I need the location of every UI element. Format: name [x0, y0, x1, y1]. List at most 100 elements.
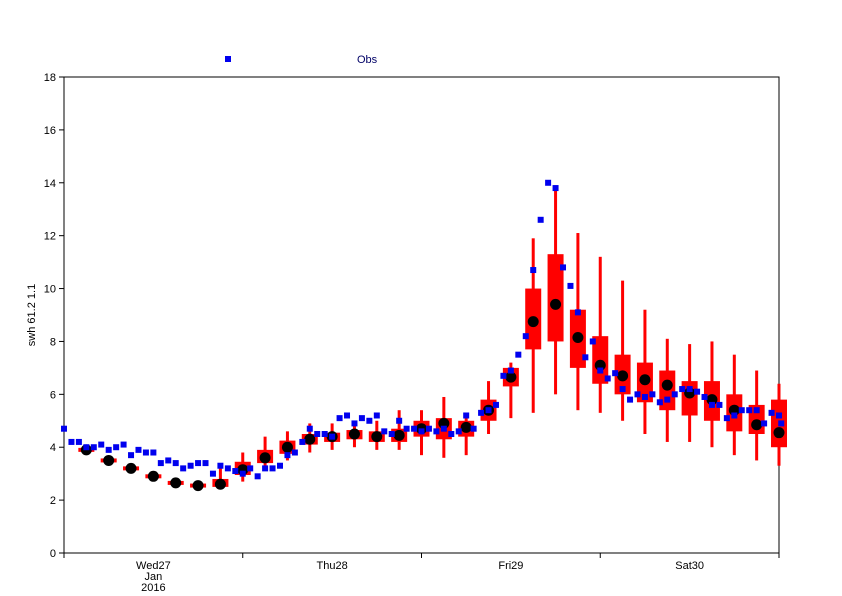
forecast-box — [346, 420, 363, 448]
obs-point — [269, 465, 276, 472]
forecast-box — [502, 362, 519, 419]
obs-point — [619, 386, 626, 393]
obs-point — [128, 452, 135, 459]
box-median — [617, 370, 629, 382]
obs-point — [671, 391, 678, 398]
obs-point — [522, 333, 529, 340]
forecast-box — [748, 370, 765, 461]
obs-point — [649, 391, 656, 398]
obs-point — [612, 370, 619, 377]
forecast-box — [726, 354, 743, 456]
forecast-box — [279, 431, 296, 461]
legend: Obs — [225, 54, 378, 66]
y-tick-label: 8 — [50, 336, 56, 348]
box-median — [661, 379, 673, 391]
forecast-box — [368, 420, 385, 450]
box-median — [505, 371, 517, 383]
y-axis-title: swh 61.2 1.1 — [26, 284, 38, 346]
obs-point — [411, 425, 418, 432]
obs-point — [276, 462, 283, 469]
forecast-box — [301, 423, 318, 453]
forecast-box — [391, 410, 408, 450]
forecast-box — [145, 470, 162, 482]
forecast-box — [190, 480, 207, 492]
obs-point — [358, 415, 365, 422]
obs-point — [135, 446, 142, 453]
obs-point — [68, 438, 75, 445]
box-median — [103, 454, 115, 466]
box-whisker — [218, 465, 222, 487]
box-median — [214, 478, 226, 490]
forecast-box — [614, 280, 631, 421]
obs-point — [187, 462, 194, 469]
obs-point — [753, 407, 760, 414]
obs-point — [776, 412, 782, 419]
forecast-box — [659, 338, 676, 442]
obs-point — [381, 428, 388, 435]
obs-point — [485, 407, 492, 414]
obs-point — [299, 438, 306, 445]
obs-point — [567, 282, 574, 289]
obs-point — [597, 367, 604, 374]
box-whisker — [509, 362, 513, 419]
obs-point — [574, 309, 581, 316]
box-median — [572, 331, 584, 343]
box-median — [527, 316, 539, 328]
obs-point — [314, 431, 321, 437]
obs-point — [217, 462, 224, 469]
obs-point — [778, 420, 785, 427]
x-tick-label: Thu28 — [317, 560, 348, 572]
legend-label-obs: Obs — [357, 54, 378, 66]
obs-point — [694, 388, 701, 395]
box-whisker — [598, 256, 602, 413]
obs-point — [545, 179, 552, 186]
obs-point — [195, 460, 202, 467]
x-tick-label: Wed27 — [136, 560, 171, 572]
obs-point — [738, 407, 745, 414]
obs-point — [746, 407, 753, 414]
forecast-boxes — [78, 185, 787, 492]
box-median — [259, 452, 271, 464]
box-median — [170, 477, 182, 489]
box-median — [348, 428, 360, 440]
y-tick-label: 12 — [44, 231, 56, 243]
obs-point — [664, 396, 671, 403]
y-tick-label: 10 — [44, 284, 56, 296]
obs-point — [418, 428, 425, 435]
obs-point — [731, 412, 738, 419]
forecast-box — [569, 233, 586, 411]
obs-point — [254, 473, 261, 480]
box-median — [304, 433, 316, 445]
obs-point — [150, 449, 157, 456]
obs-point — [142, 449, 149, 456]
box-median — [125, 462, 137, 474]
obs-point — [306, 425, 313, 432]
obs-point — [321, 431, 328, 437]
obs-point — [388, 431, 395, 437]
obs-point — [224, 465, 231, 472]
obs-point — [627, 396, 634, 403]
obs-point — [492, 401, 499, 408]
obs-point — [329, 433, 336, 440]
obs-point — [604, 375, 611, 382]
obs-point — [582, 354, 589, 361]
obs-point — [656, 399, 663, 406]
obs-point — [291, 449, 298, 456]
obs-point — [403, 425, 410, 432]
obs-point — [373, 412, 380, 419]
obs-point — [761, 420, 768, 427]
obs-point — [530, 267, 537, 274]
y-axis: 0 2 4 6 8 10 12 14 16 18 — [44, 72, 64, 560]
obs-point — [232, 468, 239, 475]
y-tick-label: 14 — [44, 178, 56, 190]
obs-point — [515, 351, 522, 358]
box-median — [460, 421, 472, 433]
box-median — [393, 429, 405, 441]
obs-point — [455, 428, 462, 435]
x-tick-label: Fri29 — [498, 560, 523, 572]
obs-point — [105, 446, 112, 453]
box-median — [773, 427, 785, 439]
y-tick-label: 18 — [44, 72, 56, 84]
